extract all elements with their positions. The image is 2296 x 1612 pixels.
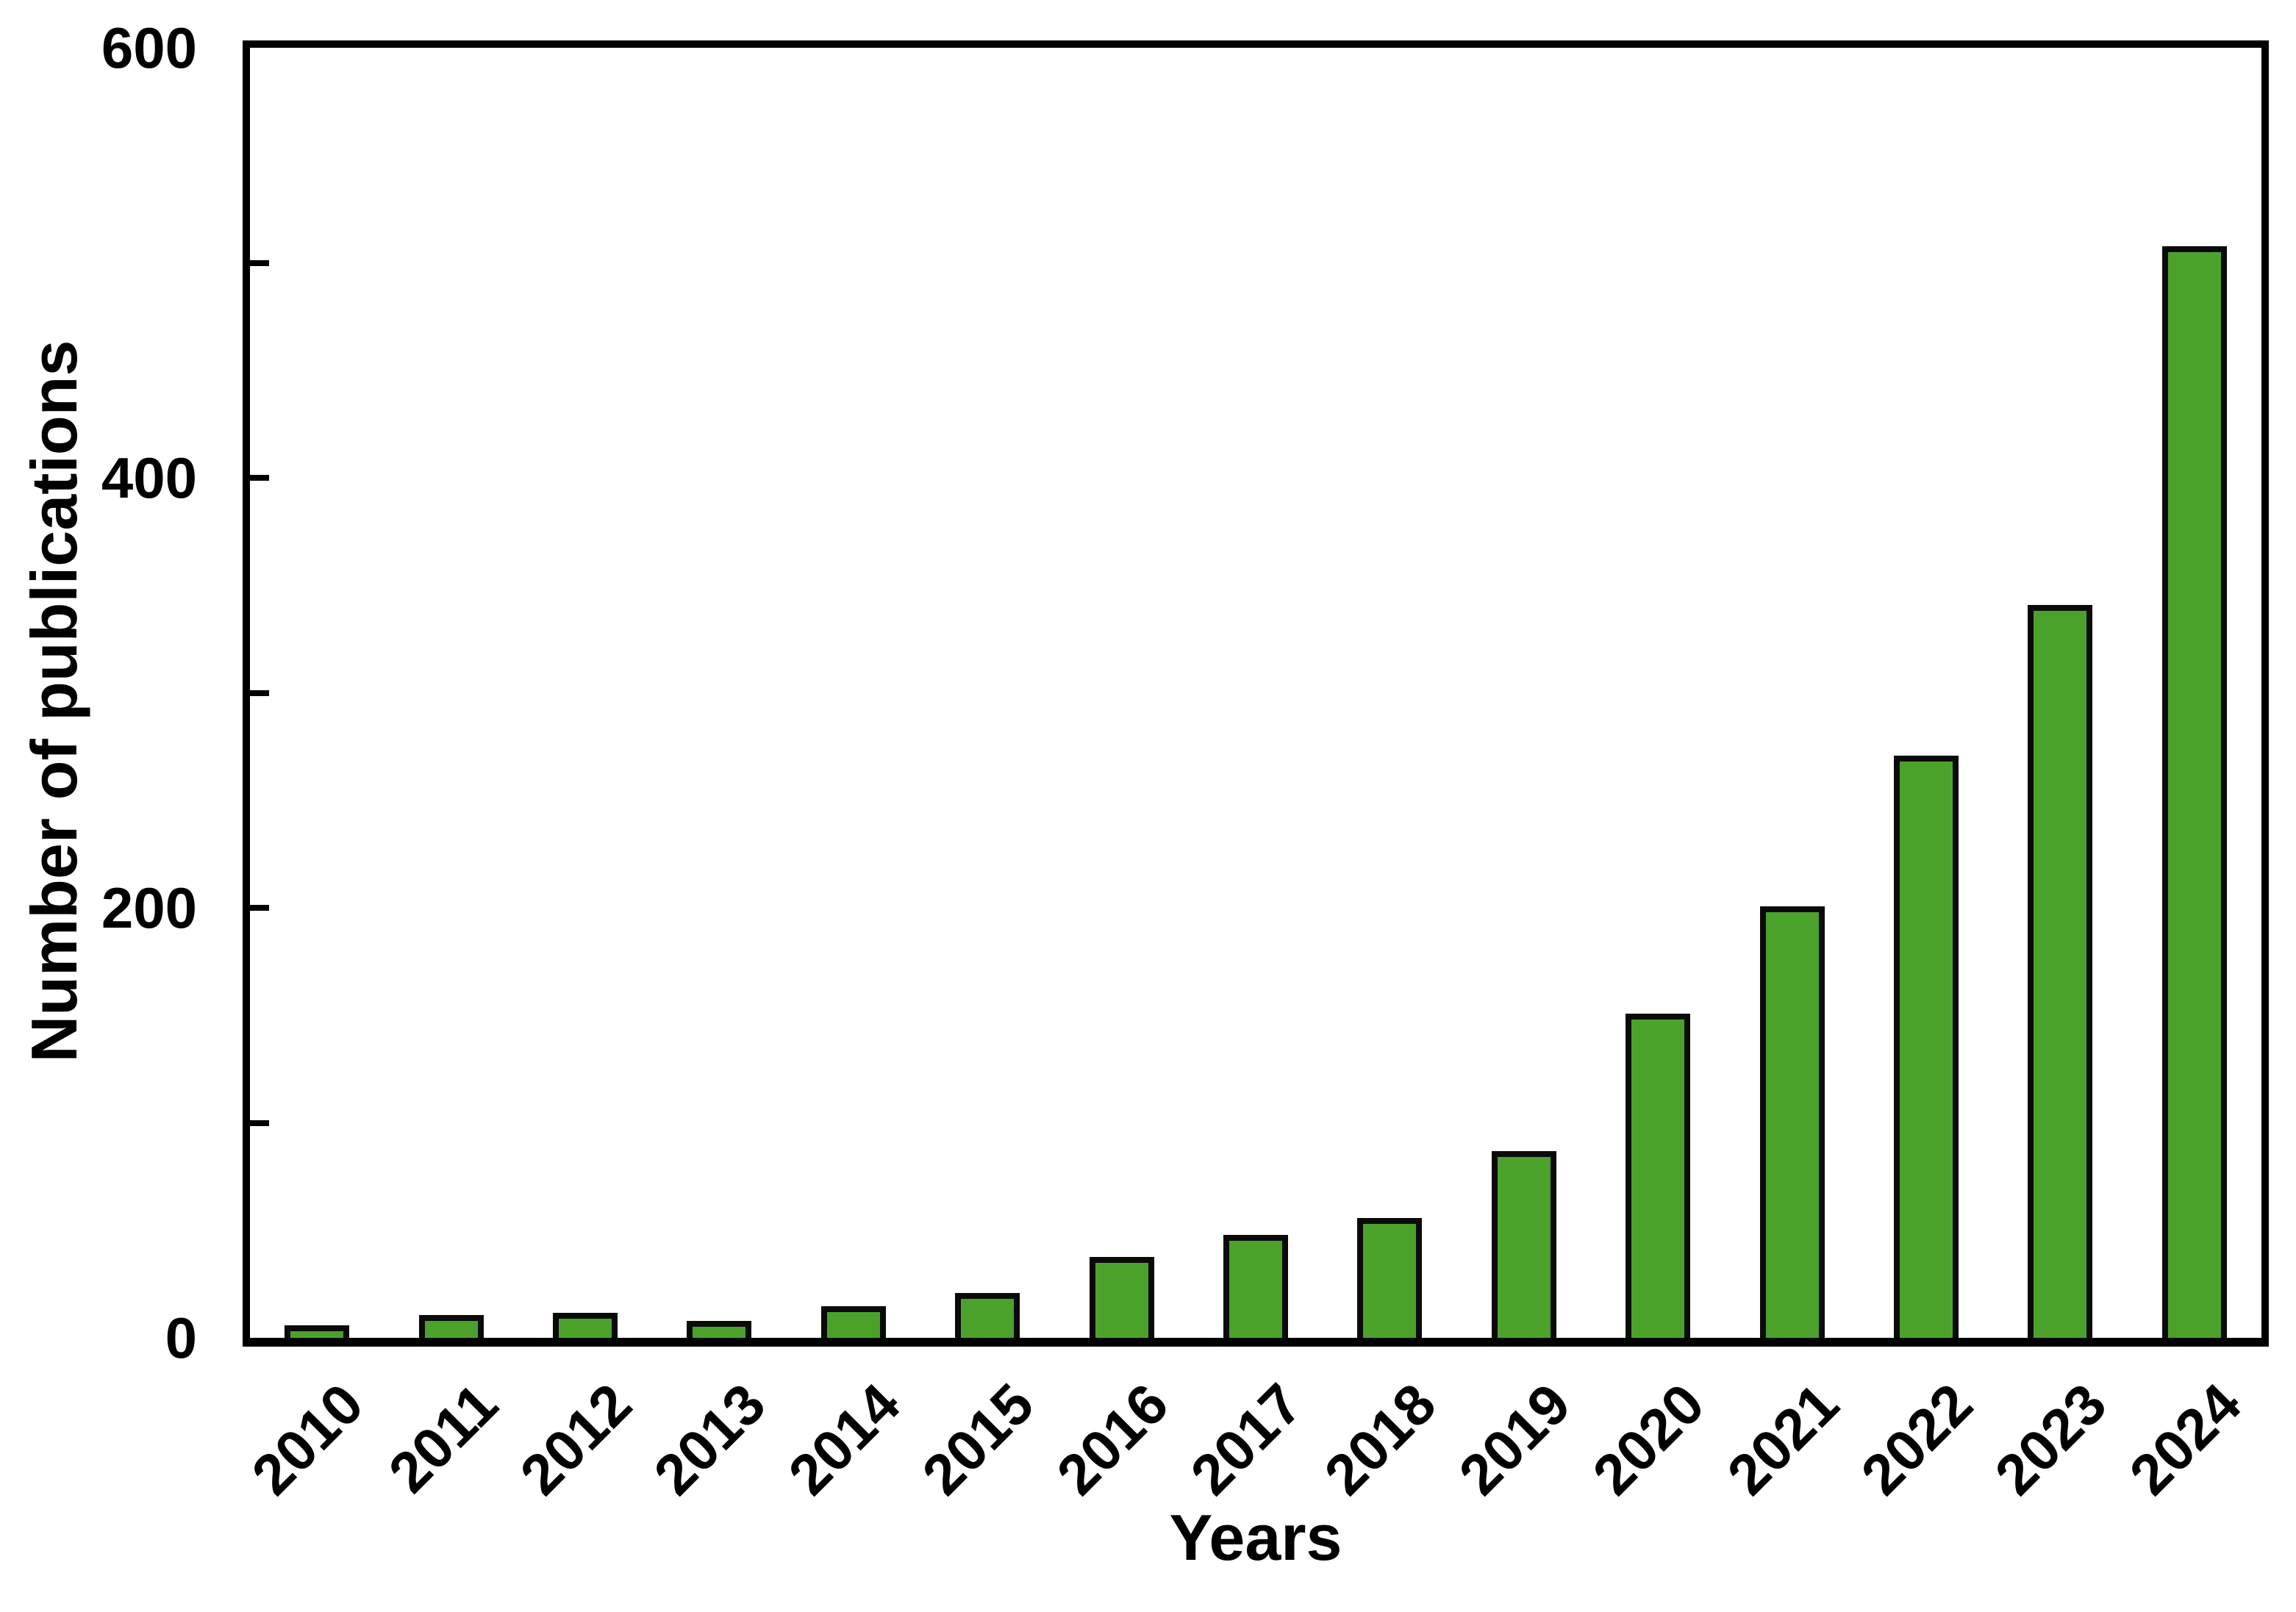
bar-2018: [1357, 1217, 1423, 1338]
y-tick-label-0: 0: [165, 1305, 197, 1370]
bar-2020: [1626, 1014, 1691, 1338]
bar-2019: [1491, 1151, 1556, 1338]
y-tick-label-600: 600: [101, 15, 197, 80]
x-axis-title: Years: [1169, 1501, 1342, 1574]
bar-layer: [250, 48, 2261, 1338]
bar-2011: [418, 1314, 484, 1338]
y-tick-mark-200: [250, 905, 269, 911]
bar-2014: [820, 1305, 886, 1338]
bar-2015: [955, 1293, 1020, 1338]
bar-2013: [687, 1321, 752, 1338]
y-tick-mark-100: [250, 1120, 269, 1126]
y-axis-title: Number of publications: [18, 340, 90, 1063]
y-tick-mark-500: [250, 259, 269, 266]
bar-2024: [2161, 246, 2227, 1338]
y-tick-mark-400: [250, 475, 269, 481]
y-tick-label-400: 400: [101, 445, 197, 510]
bar-2012: [553, 1312, 618, 1338]
y-tick-label-200: 200: [101, 875, 197, 940]
bar-2022: [1894, 756, 1959, 1338]
bar-2023: [2028, 605, 2093, 1338]
bar-2017: [1223, 1235, 1288, 1338]
bar-2016: [1089, 1256, 1154, 1338]
plot-area: [243, 40, 2269, 1347]
y-tick-mark-300: [250, 689, 269, 696]
bar-2021: [1759, 906, 1825, 1338]
bar-2010: [285, 1325, 350, 1338]
